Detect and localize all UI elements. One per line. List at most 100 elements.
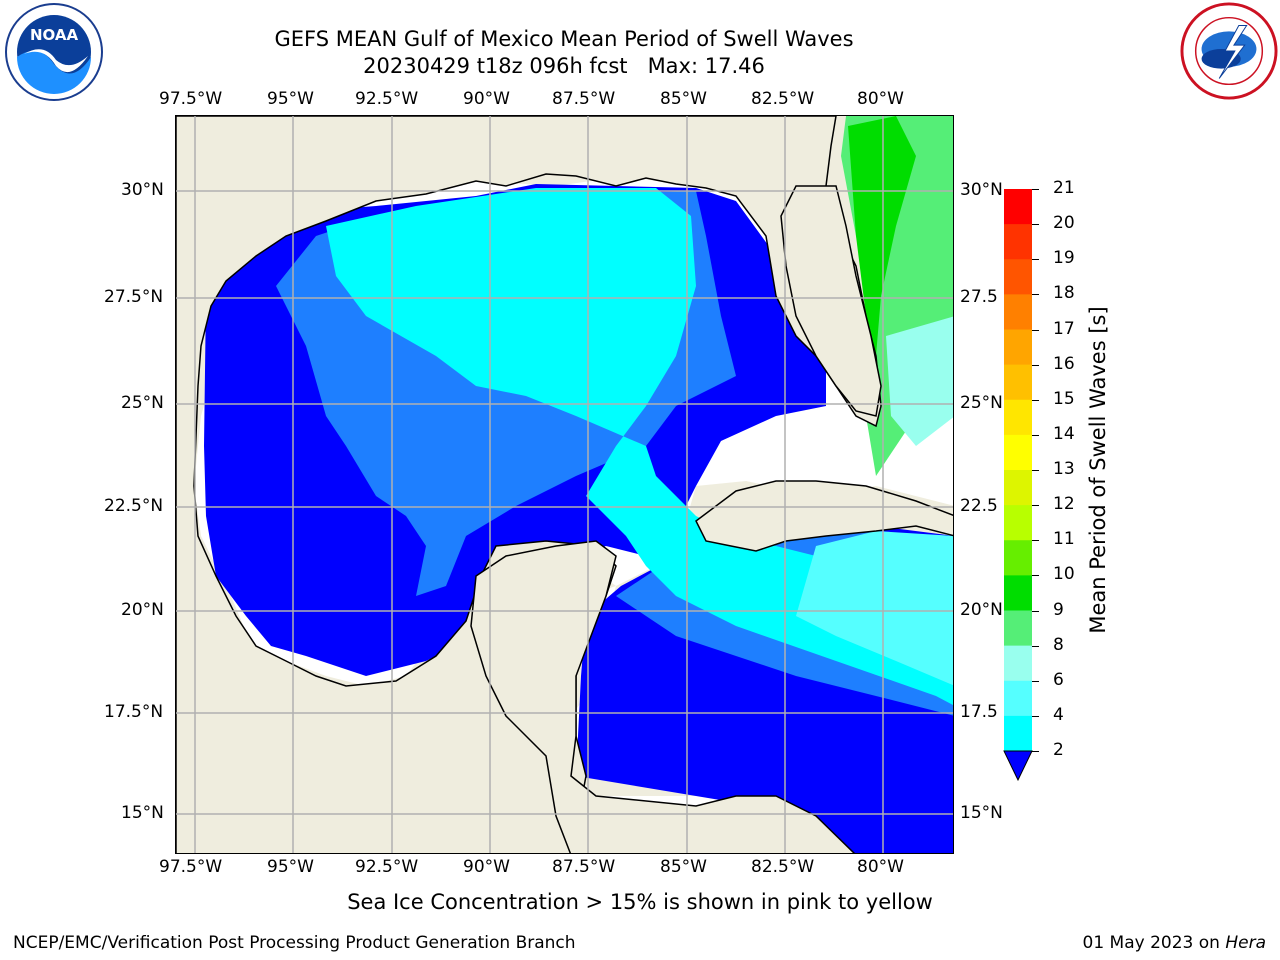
lon-label-top-80: 80°W [857,89,904,109]
colorbar-tick-label: 19 [1053,248,1075,269]
lat-label-left-20: 20°N [121,600,164,620]
sea-ice-note: Sea Ice Concentration > 15% is shown in … [347,890,933,914]
colorbar-tick-mark [1032,329,1039,331]
colorbar-segment [1004,715,1032,752]
colorbar-tick-label: 11 [1053,529,1075,550]
colorbar-tick-label: 2 [1053,740,1064,760]
land-florida [780,185,882,417]
lon-label-bottom-92.5: 92.5°W [355,857,419,877]
lon-label-bottom-95: 95°W [267,857,314,877]
colorbar-segment [1004,364,1032,401]
colorbar-tick-mark [1032,505,1039,507]
colorbar-svg [1003,189,1033,782]
colorbar-tick-mark [1032,680,1039,682]
lat-label-left-25: 25°N [121,393,164,413]
title-line2: 20230429 t18z 096h fcst Max: 17.46 [363,54,765,78]
swell-band-8-9-atlantic [886,316,953,446]
colorbar-extend-triangle [1003,750,1033,782]
lat-label-right-20: 20°N [960,600,1003,620]
colorbar-label: Mean Period of Swell Waves [s] [1086,306,1110,634]
colorbar-tick-label: 16 [1053,353,1075,374]
noaa-logo-text: NOAA [30,26,79,44]
colorbar-tick-mark [1032,294,1039,296]
colorbar-segment [1004,329,1032,366]
footer-machine: Hera [1225,933,1266,953]
colorbar [1003,189,1033,782]
colorbar-segment [1004,259,1032,295]
lon-label-bottom-85: 85°W [660,857,707,877]
lat-label-right-25: 25°N [960,393,1003,413]
map-svg [176,116,953,853]
colorbar-tick-mark [1032,189,1039,190]
footer-date: 01 May 2023 on Hera [1083,933,1267,953]
colorbar-tick-label: 12 [1053,494,1075,515]
colorbar-tick-mark [1032,715,1039,717]
land-yucatan [470,540,856,853]
colorbar-tick-mark [1032,399,1039,401]
colorbar-segment [1004,399,1032,436]
footer-branch: NCEP/EMC/Verification Post Processing Pr… [13,933,576,953]
colorbar-tick-label: 20 [1053,213,1075,234]
colorbar-tick-mark [1032,434,1039,436]
lon-label-bottom-97.5: 97.5°W [159,857,223,877]
lat-label-right-17.5: 17.5 [960,702,998,722]
lat-label-right-27.5: 27.5 [960,287,998,307]
graticule [176,116,953,853]
colorbar-tick-label: 21 [1053,178,1075,198]
colorbar-tick-label: 14 [1053,423,1075,444]
colorbar-tick-label: 4 [1053,704,1064,725]
colorbar-segment [1004,294,1032,330]
colorbar-tick-mark [1032,540,1039,542]
swell-band-8-9 [796,531,953,686]
map-panel [175,115,954,854]
lon-label-top-87.5: 87.5°W [552,89,616,109]
colorbar-segment [1004,680,1032,717]
colorbar-tick-label: 15 [1053,388,1075,409]
colorbar-tick-label: 18 [1053,283,1075,304]
lat-label-left-15: 15°N [121,803,164,823]
lon-label-bottom-82.5: 82.5°W [751,857,815,877]
lat-label-left-27.5: 27.5°N [104,287,164,307]
colorbar-tick-mark [1032,259,1039,261]
noaa-logo: NOAA [5,3,103,101]
nws-logo [1180,2,1278,100]
lon-label-bottom-80: 80°W [857,857,904,877]
colorbar-segment [1004,645,1032,682]
colorbar-segment [1004,224,1032,260]
lat-label-right-15: 15°N [960,803,1003,823]
lon-label-bottom-87.5: 87.5°W [552,857,616,877]
colorbar-tick-label: 10 [1053,564,1075,585]
lat-label-left-22.5: 22.5°N [104,496,164,516]
lon-label-top-97.5: 97.5°W [159,89,223,109]
colorbar-tick-mark [1032,224,1039,226]
land-cuba [695,480,953,552]
colorbar-segment [1004,575,1032,611]
colorbar-tick-mark [1032,645,1039,647]
swell-band-10-11 [848,116,916,356]
colorbar-tick-label: 8 [1053,634,1064,655]
lon-label-top-82.5: 82.5°W [751,89,815,109]
colorbar-tick-mark [1032,751,1039,752]
colorbar-tick-mark [1032,470,1039,471]
swell-band-6-8 [326,188,953,705]
colorbar-segment [1004,434,1032,471]
colorbar-tick-label: 6 [1053,669,1064,690]
lon-label-top-90: 90°W [463,89,510,109]
lon-label-top-85: 85°W [660,89,707,109]
lat-label-left-17.5: 17.5°N [104,702,164,722]
lon-label-top-92.5: 92.5°W [355,89,419,109]
colorbar-segment [1004,610,1032,647]
lat-label-left-30: 30°N [121,180,164,200]
colorbar-tick-label: 13 [1053,459,1075,479]
colorbar-segment [1004,505,1032,541]
title-line1: GEFS MEAN Gulf of Mexico Mean Period of … [274,27,854,51]
footer-date-text: 01 May 2023 on [1082,933,1220,953]
colorbar-segment [1004,470,1032,506]
lon-label-bottom-90: 90°W [463,857,510,877]
colorbar-tick-mark [1032,575,1039,577]
lat-label-right-30: 30°N [960,180,1003,200]
lat-label-right-22.5: 22.5 [960,496,998,516]
colorbar-tick-mark [1032,610,1039,612]
lon-label-top-95: 95°W [267,89,314,109]
colorbar-segment [1004,189,1032,225]
